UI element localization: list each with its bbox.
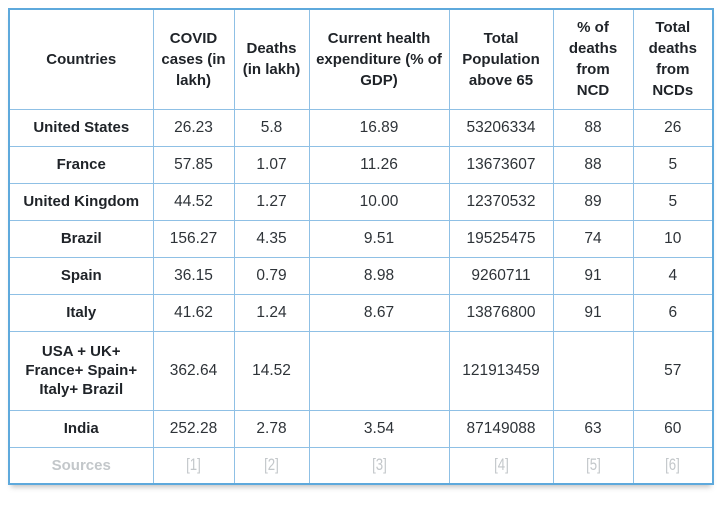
column-header-population-above-65: Total Population above 65 xyxy=(448,8,554,110)
total-deaths-ncds-value: 5 xyxy=(632,182,714,221)
pct-deaths-ncd-value: 74 xyxy=(552,219,634,258)
covid-cases-value: 26.23 xyxy=(152,108,235,147)
source-ref-text: [2] xyxy=(264,455,279,475)
pct-deaths-ncd-value: 88 xyxy=(552,145,634,184)
total-deaths-ncds-value: 6 xyxy=(632,293,714,332)
covid-ncd-comparison-table: Countries COVID cases (in lakh) Deaths (… xyxy=(8,8,714,485)
table-row-sources: Sources [1] [2] [3] [4] [5] [6] xyxy=(8,446,714,485)
population-above-65-value: 53206334 xyxy=(448,108,554,147)
deaths-value: 1.07 xyxy=(233,145,310,184)
source-ref-text: [4] xyxy=(493,455,509,475)
sources-label: Sources xyxy=(8,446,154,485)
source-ref-text: [5] xyxy=(585,455,601,475)
table-row-combined-countries: USA + UK+ France+ Spain+ Italy+ Brazil 3… xyxy=(8,330,714,411)
population-above-65-value: 13673607 xyxy=(448,145,554,184)
country-name: United Kingdom xyxy=(8,182,154,221)
column-header-health-expenditure: Current health expenditure (% of GDP) xyxy=(308,8,450,110)
deaths-value: 14.52 xyxy=(233,330,310,411)
country-name: Brazil xyxy=(8,219,154,258)
pct-deaths-ncd-value: 91 xyxy=(552,293,634,332)
source-ref-5: [5] xyxy=(552,446,634,485)
population-above-65-value: 9260711 xyxy=(448,256,554,295)
deaths-value: 2.78 xyxy=(233,409,310,448)
health-expenditure-value: 10.00 xyxy=(308,182,450,221)
source-ref-text: [6] xyxy=(665,455,681,475)
country-name: Spain xyxy=(8,256,154,295)
health-expenditure-value: 3.54 xyxy=(308,409,450,448)
population-above-65-value: 121913459 xyxy=(448,330,554,411)
table-row-india: India 252.28 2.78 3.54 87149088 63 60 xyxy=(8,409,714,448)
deaths-value: 4.35 xyxy=(233,219,310,258)
population-above-65-value: 13876800 xyxy=(448,293,554,332)
covid-cases-value: 156.27 xyxy=(152,219,235,258)
source-ref-3: [3] xyxy=(308,446,450,485)
covid-cases-value: 41.62 xyxy=(152,293,235,332)
covid-cases-value: 44.52 xyxy=(152,182,235,221)
deaths-value: 0.79 xyxy=(233,256,310,295)
country-name: India xyxy=(8,409,154,448)
source-ref-4: [4] xyxy=(448,446,554,485)
population-above-65-value: 19525475 xyxy=(448,219,554,258)
covid-cases-value: 57.85 xyxy=(152,145,235,184)
health-expenditure-value: 9.51 xyxy=(308,219,450,258)
total-deaths-ncds-value: 4 xyxy=(632,256,714,295)
pct-deaths-ncd-value: 89 xyxy=(552,182,634,221)
country-name: France xyxy=(8,145,154,184)
health-expenditure-value: 8.98 xyxy=(308,256,450,295)
population-above-65-value: 12370532 xyxy=(448,182,554,221)
health-expenditure-value: 11.26 xyxy=(308,145,450,184)
health-expenditure-value xyxy=(308,330,450,411)
table-row-united-states: United States 26.23 5.8 16.89 53206334 8… xyxy=(8,108,714,147)
source-ref-6: [6] xyxy=(632,446,714,485)
table-row-brazil: Brazil 156.27 4.35 9.51 19525475 74 10 xyxy=(8,219,714,258)
pct-deaths-ncd-value xyxy=(552,330,634,411)
country-name: United States xyxy=(8,108,154,147)
total-deaths-ncds-value: 57 xyxy=(632,330,714,411)
deaths-value: 1.24 xyxy=(233,293,310,332)
total-deaths-ncds-value: 5 xyxy=(632,145,714,184)
column-header-covid-cases: COVID cases (in lakh) xyxy=(152,8,235,110)
source-ref-text: [1] xyxy=(186,455,201,475)
pct-deaths-ncd-value: 88 xyxy=(552,108,634,147)
deaths-value: 5.8 xyxy=(233,108,310,147)
total-deaths-ncds-value: 26 xyxy=(632,108,714,147)
covid-cases-value: 252.28 xyxy=(152,409,235,448)
health-expenditure-value: 16.89 xyxy=(308,108,450,147)
health-expenditure-value: 8.67 xyxy=(308,293,450,332)
source-ref-1: [1] xyxy=(152,446,235,485)
table-row-spain: Spain 36.15 0.79 8.98 9260711 91 4 xyxy=(8,256,714,295)
pct-deaths-ncd-value: 63 xyxy=(552,409,634,448)
total-deaths-ncds-value: 10 xyxy=(632,219,714,258)
country-name: Italy xyxy=(8,293,154,332)
table-row-france: France 57.85 1.07 11.26 13673607 88 5 xyxy=(8,145,714,184)
column-header-countries: Countries xyxy=(8,8,154,110)
column-header-pct-deaths-ncd: % of deaths from NCD xyxy=(552,8,634,110)
pct-deaths-ncd-value: 91 xyxy=(552,256,634,295)
table-row-italy: Italy 41.62 1.24 8.67 13876800 91 6 xyxy=(8,293,714,332)
population-above-65-value: 87149088 xyxy=(448,409,554,448)
covid-cases-value: 362.64 xyxy=(152,330,235,411)
table-header-row: Countries COVID cases (in lakh) Deaths (… xyxy=(8,8,714,110)
covid-cases-value: 36.15 xyxy=(152,256,235,295)
country-name: USA + UK+ France+ Spain+ Italy+ Brazil xyxy=(8,330,154,411)
column-header-total-deaths-ncds: Total deaths from NCDs xyxy=(632,8,714,110)
deaths-value: 1.27 xyxy=(233,182,310,221)
column-header-deaths: Deaths (in lakh) xyxy=(233,8,310,110)
table-row-united-kingdom: United Kingdom 44.52 1.27 10.00 12370532… xyxy=(8,182,714,221)
total-deaths-ncds-value: 60 xyxy=(632,409,714,448)
source-ref-text: [3] xyxy=(371,455,387,475)
source-ref-2: [2] xyxy=(233,446,310,485)
